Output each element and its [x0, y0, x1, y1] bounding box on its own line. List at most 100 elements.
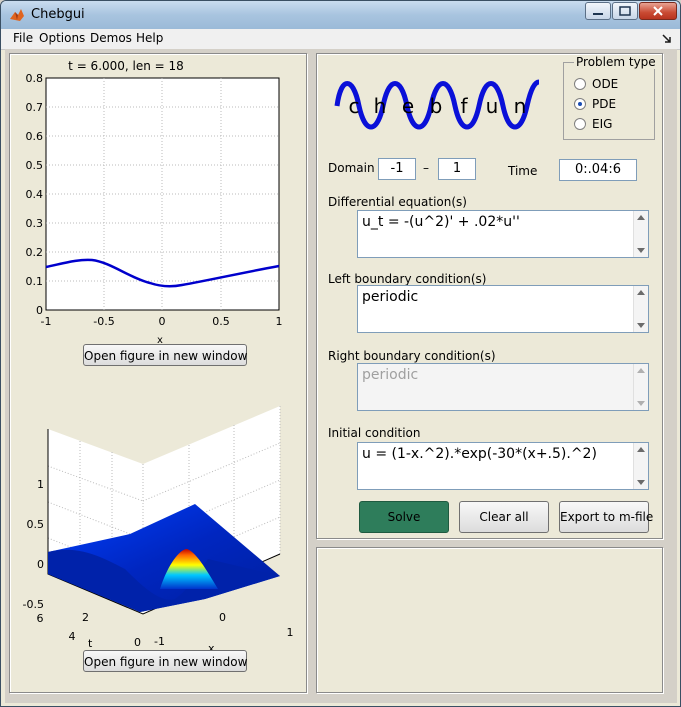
- diff-eq-text: u_t = -(u^2)' + .02*u'': [362, 214, 520, 230]
- radio-label: ODE: [592, 77, 619, 91]
- right-bc-scrollbar: [633, 364, 648, 410]
- logo-letter: c: [349, 94, 360, 118]
- plot1-xlabel: x: [157, 335, 163, 346]
- right-bc-label: Right boundary condition(s): [328, 349, 496, 363]
- t-axis-label: t: [88, 637, 93, 650]
- xtick-label-right: 1: [287, 626, 294, 639]
- right-bc-input: periodic: [357, 363, 649, 411]
- ztick-label: 1: [37, 478, 44, 491]
- logo-letter: e: [402, 94, 414, 118]
- ttick-label: 4: [69, 630, 76, 643]
- plot2-tticks: 6 4: [37, 612, 76, 643]
- xtick-label: -0.5: [93, 315, 114, 328]
- problem-type-group: Problem type ODE PDE EIG: [563, 55, 658, 140]
- logo-letter: b: [430, 94, 443, 118]
- domain-left-field[interactable]: -1: [378, 158, 416, 180]
- domain-dash: –: [423, 161, 429, 175]
- initial-condition-label: Initial condition: [328, 426, 421, 440]
- export-mfile-button[interactable]: Export to m-file: [559, 501, 653, 533]
- plot-panel: t = 6.000, len = 18 0 0.1 0.2 0.3 0.4 0.…: [9, 53, 307, 693]
- left-bc-input[interactable]: periodic: [357, 285, 649, 333]
- xtick-label: 0.5: [212, 315, 230, 328]
- xtick-label: 0: [159, 315, 166, 328]
- diff-eq-label: Differential equation(s): [328, 195, 467, 209]
- clear-all-button[interactable]: Clear all: [459, 501, 549, 533]
- radio-eig[interactable]: EIG: [574, 117, 644, 133]
- logo-letter: n: [514, 94, 527, 118]
- xtick-label: 0: [219, 611, 226, 624]
- solution-curve: [45, 258, 280, 288]
- plot1-title: t = 6.000, len = 18: [68, 59, 184, 73]
- plot2-zticks: 1 0.5 0 -0.5: [23, 478, 44, 611]
- minimize-icon: [593, 13, 603, 15]
- solve-button[interactable]: Solve: [359, 501, 449, 533]
- initial-condition-input[interactable]: u = (1-x.^2).*exp(-30*(x+.5).^2): [357, 442, 649, 490]
- diff-eq-scrollbar[interactable]: [633, 211, 648, 257]
- client-area: t = 6.000, len = 18 0 0.1 0.2 0.3 0.4 0.…: [5, 49, 677, 703]
- ytick-label: 0.7: [26, 101, 44, 114]
- plot1-yticks: 0 0.1 0.2 0.3 0.4 0.5 0.6 0.7 0.8: [26, 72, 44, 317]
- time-field[interactable]: 0:.04:6: [559, 159, 637, 181]
- menu-demos[interactable]: Demos: [90, 31, 132, 45]
- radio-pde[interactable]: PDE: [574, 97, 644, 113]
- left-bc-text: periodic: [362, 289, 419, 305]
- radio-button-selected[interactable]: [574, 98, 586, 110]
- ttick-label: 0: [134, 636, 141, 649]
- xtick-label: 1: [276, 315, 283, 328]
- ytick-label: 0.4: [26, 188, 44, 201]
- ztick-label: 0.5: [27, 518, 45, 531]
- initial-condition-scrollbar[interactable]: [633, 443, 648, 489]
- ztick-label: 0: [37, 558, 44, 571]
- ytick-label: 0.1: [26, 275, 44, 288]
- ytick-label: 0.5: [26, 159, 44, 172]
- window-title: Chebgui: [31, 7, 85, 22]
- matlab-icon: [10, 9, 24, 21]
- minimize-button[interactable]: [585, 2, 611, 20]
- logo-letter: h: [374, 94, 387, 118]
- xtick-label: -1: [154, 635, 165, 648]
- diff-eq-input[interactable]: u_t = -(u^2)' + .02*u'': [357, 210, 649, 258]
- surface-plot[interactable]: 1 0.5 0 -0.5 6 4 1: [10, 384, 306, 644]
- input-panel: c h e b f u n Problem type ODE PDE: [316, 53, 663, 539]
- maximize-button[interactable]: [612, 2, 638, 20]
- ytick-label: 0.3: [26, 217, 44, 230]
- close-icon: [653, 6, 663, 16]
- menu-bar: File Options Demos Help: [1, 29, 680, 50]
- ttick-label: 6: [37, 612, 44, 625]
- logo-letter: u: [486, 94, 499, 118]
- close-button[interactable]: [639, 2, 677, 20]
- left-bc-scrollbar[interactable]: [633, 286, 648, 332]
- x-axis-label: x: [208, 642, 215, 655]
- left-bc-label: Left boundary condition(s): [328, 272, 487, 286]
- chebfun-logo: c h e b f u n: [334, 79, 540, 130]
- time-label: Time: [508, 164, 538, 178]
- ttick-label: 2: [82, 611, 89, 624]
- menu-file[interactable]: File: [13, 31, 34, 45]
- domain-label: Domain: [328, 161, 375, 175]
- surface-wave: [48, 549, 280, 612]
- logo-letter: f: [460, 94, 468, 118]
- xtick-label: -1: [41, 315, 52, 328]
- open-figure-button-2[interactable]: Open figure in new window: [83, 650, 247, 672]
- plot1-xticks: -1 -0.5 0 0.5 1: [41, 315, 283, 328]
- ytick-label: 0.6: [26, 130, 44, 143]
- solution-plot[interactable]: t = 6.000, len = 18 0 0.1 0.2 0.3 0.4 0.…: [10, 54, 306, 348]
- plot1-axes: [45, 77, 280, 311]
- title-bar[interactable]: Chebgui: [1, 1, 680, 30]
- menu-help[interactable]: Help: [136, 31, 164, 45]
- radio-button[interactable]: [574, 78, 586, 90]
- menu-options[interactable]: Options: [39, 31, 86, 45]
- radio-label: PDE: [592, 97, 617, 111]
- radio-ode[interactable]: ODE: [574, 77, 644, 93]
- maximize-icon: [619, 6, 631, 16]
- open-figure-button-1[interactable]: Open figure in new window: [83, 344, 247, 366]
- right-bc-text: periodic: [362, 367, 419, 383]
- ztick-label: -0.5: [23, 598, 44, 611]
- radio-button[interactable]: [574, 118, 586, 130]
- initial-condition-text: u = (1-x.^2).*exp(-30*(x+.5).^2): [362, 446, 597, 462]
- surface-peak: [160, 549, 218, 589]
- dock-arrow-icon[interactable]: [661, 33, 673, 45]
- domain-right-field[interactable]: 1: [438, 158, 476, 180]
- radio-label: EIG: [592, 117, 613, 131]
